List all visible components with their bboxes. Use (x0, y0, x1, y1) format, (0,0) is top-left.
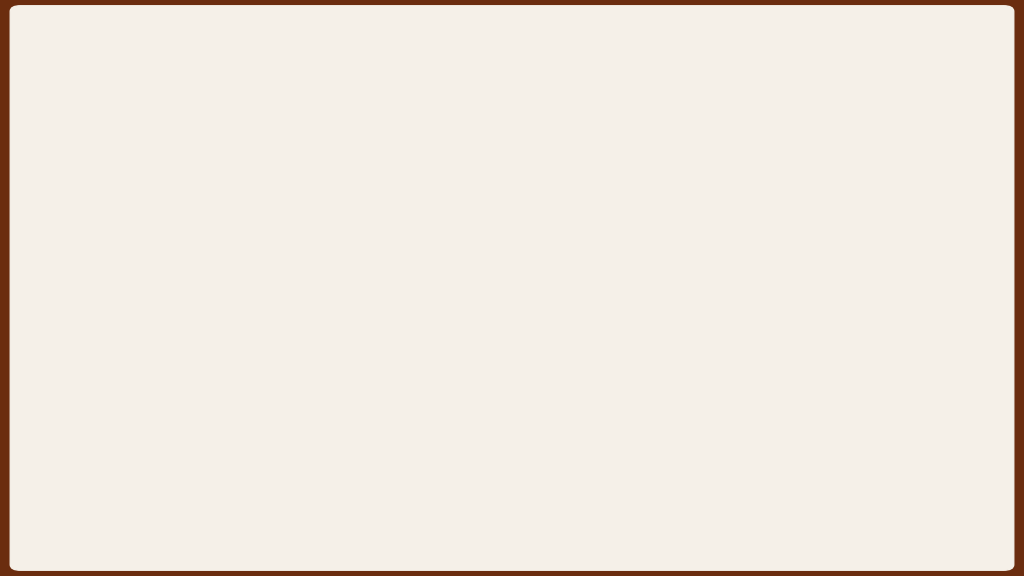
Text: •: • (172, 131, 180, 145)
Polygon shape (238, 350, 330, 461)
Text: Jets:  jet energy corrections: Jets: jet energy corrections (127, 82, 557, 113)
Text: Jets: Jets (812, 408, 834, 419)
Text: attempt to convert the measured result into the best estimator of the ideal one.: attempt to convert the measured result i… (329, 218, 949, 232)
Polygon shape (680, 350, 772, 461)
Text: detected particles: detected particles (451, 189, 604, 203)
Text: The observable to be recovered and compared with prediction is: The observable to be recovered and compa… (182, 156, 687, 169)
Text: MC: MC (460, 410, 479, 419)
Text: arxiv:1607.03663: arxiv:1607.03663 (510, 89, 658, 107)
Text: Applied to simulation: Applied to simulation (270, 466, 439, 480)
Text: which account for unmodeled detector effects: which account for unmodeled detector eff… (347, 307, 708, 321)
Text: Jet energy corrections: Jet energy corrections (182, 218, 372, 232)
Text: dijets: dijets (543, 410, 573, 420)
Text: •: • (200, 323, 208, 337)
Text: Residual corrections: Residual corrections (211, 307, 387, 321)
Text: •: • (172, 218, 180, 232)
Text: *cτ < 1 cm and excluding
neutrinos: *cτ < 1 cm and excluding neutrinos (759, 84, 922, 112)
Text: which model simulated flavor-specific behavior: which model simulated flavor-specific be… (387, 323, 757, 337)
Text: as judged by simulation: as judged by simulation (424, 292, 612, 306)
Text: Residuals($p_T$): Residuals($p_T$) (607, 389, 685, 403)
Text: You measure what the algorithm returns for: You measure what the algorithm returns f… (182, 189, 528, 203)
Text: Residuals($\eta$): Residuals($\eta$) (518, 388, 597, 403)
Text: Flavor: Flavor (715, 391, 755, 401)
Text: •: • (172, 261, 180, 275)
Polygon shape (768, 350, 860, 461)
Text: Calibrated: Calibrated (794, 393, 853, 403)
Text: In CMS, four classes of corrections applied:: In CMS, four classes of corrections appl… (182, 261, 520, 275)
Text: Response ($p_T$, $\eta$): Response ($p_T$, $\eta$) (422, 386, 517, 399)
Text: Jets: Jets (264, 410, 286, 419)
Text: MC: MC (372, 422, 390, 431)
Polygon shape (503, 350, 595, 461)
Polygon shape (415, 350, 507, 461)
Text: Flavor-specific corrections: Flavor-specific corrections (211, 323, 438, 337)
Text: •: • (172, 156, 180, 169)
Text: The ideal detector will measure all particles produced: The ideal detector will measure all part… (182, 131, 601, 145)
Text: •: • (200, 276, 208, 291)
Polygon shape (591, 350, 684, 461)
Text: 13: 13 (878, 489, 895, 503)
Text: Pileup: Pileup (360, 376, 400, 386)
Text: Detector response vs PT and eta: Detector response vs PT and eta (211, 292, 486, 306)
Text: •: • (172, 244, 180, 257)
Text: •: • (172, 189, 180, 203)
Text: •: • (200, 292, 208, 306)
Text: MC: MC (725, 410, 744, 420)
Text: , which may have mismeasured energy,
noise, inefficiencies, and pileup: , which may have mismeasured energy, noi… (569, 189, 872, 219)
Text: Pileup and noise subtraction: Pileup and noise subtraction (211, 276, 457, 291)
Polygon shape (326, 350, 419, 461)
Text: what the jet clustering algorithm
returns for generator level stable* particles: what the jet clustering algorithm return… (573, 156, 946, 186)
Text: Reconstructed: Reconstructed (234, 394, 316, 404)
Text: Assume we start with properly calibrated particles/topoclusters which have been : Assume we start with properly calibrated… (182, 244, 887, 257)
Text: •: • (200, 307, 208, 321)
Text: MC + RC: MC + RC (356, 393, 406, 402)
Text: $\gamma$/Z+jet, MJB: $\gamma$/Z+jet, MJB (613, 409, 679, 422)
Text: Applied to data: Applied to data (309, 335, 428, 349)
